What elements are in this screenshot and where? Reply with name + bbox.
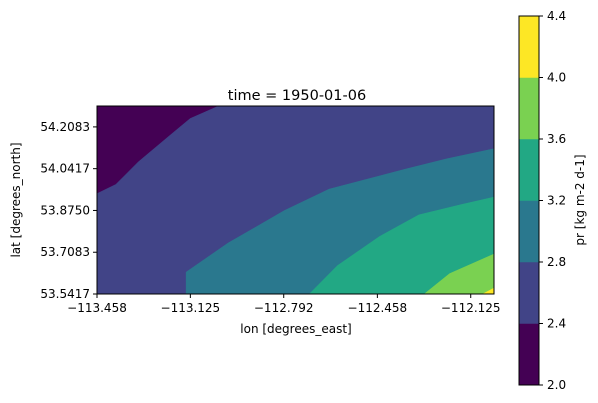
colorbar-band-2 xyxy=(518,261,540,324)
y-axis: 53.5417 53.7083 53.8750 54.0417 54.2083 xyxy=(40,120,97,301)
x-axis: −113.458 −113.125 −112.792 −112.458 −112.125 xyxy=(67,294,501,315)
colorbar-band-6 xyxy=(518,15,540,78)
colorbar-tick-label: 2.0 xyxy=(547,378,566,392)
colorbar-tick-label: 2.4 xyxy=(547,317,566,331)
colorbar-tick-label: 3.6 xyxy=(547,132,566,146)
y-tick-label: 53.5417 xyxy=(40,287,90,301)
colorbar-ticks: 2.0 2.4 2.8 3.2 3.6 4.0 4.4 xyxy=(539,9,566,392)
x-tick-label: −112.458 xyxy=(348,301,408,315)
y-tick-label: 53.7083 xyxy=(40,245,90,259)
x-tick-label: −112.792 xyxy=(254,301,314,315)
y-axis-label: lat [degrees_north] xyxy=(9,142,23,257)
y-tick-label: 54.0417 xyxy=(40,162,90,176)
x-axis-label: lon [degrees_east] xyxy=(240,322,351,336)
colorbar-label: pr [kg m-2 d-1] xyxy=(573,154,587,245)
colorbar-band-3 xyxy=(518,200,540,263)
colorbar-tick-label: 2.8 xyxy=(547,255,566,269)
x-tick-label: −113.458 xyxy=(67,301,127,315)
colorbar-tick-label: 3.2 xyxy=(547,194,566,208)
x-tick-label: −113.125 xyxy=(161,301,221,315)
colorbar-band-4 xyxy=(518,138,540,201)
colorbar-band-5 xyxy=(518,77,540,140)
colorbar-tick-label: 4.0 xyxy=(547,71,566,85)
contour-fills xyxy=(96,105,495,295)
plot-frame xyxy=(96,105,495,295)
x-tick-label: −112.125 xyxy=(441,301,501,315)
chart-title: time = 1950-01-06 xyxy=(228,88,366,104)
y-tick-label: 53.8750 xyxy=(40,203,90,217)
colorbar xyxy=(518,15,540,386)
y-tick-label: 54.2083 xyxy=(40,120,90,134)
colorbar-band-1 xyxy=(518,323,540,386)
colorbar-tick-label: 4.4 xyxy=(547,9,566,23)
